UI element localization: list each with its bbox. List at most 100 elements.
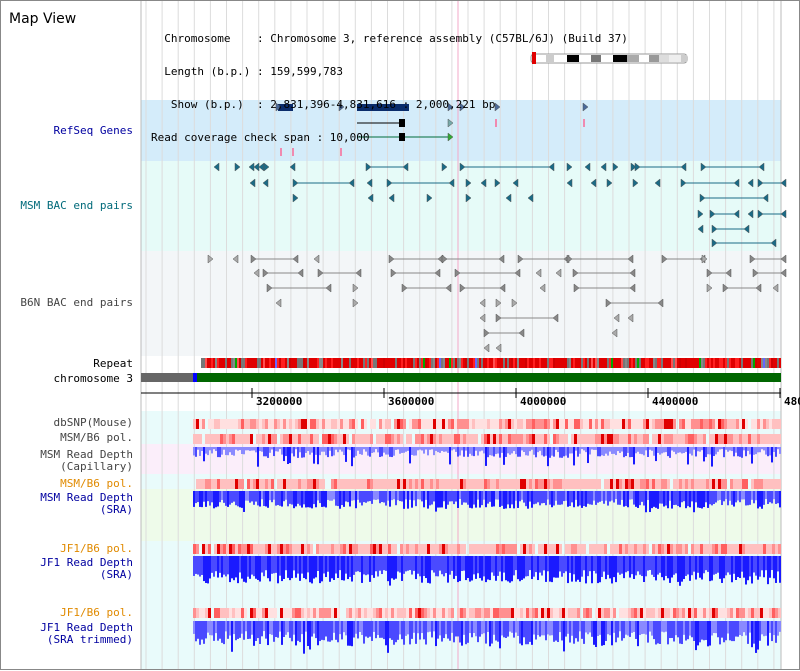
jf1-sra-depth-bar <box>217 556 219 578</box>
dbsnp-strip <box>652 419 655 429</box>
msm-b6-pol-2-strip <box>202 479 205 489</box>
msm-sra-depth-bar <box>431 491 433 505</box>
msm-sra-depth-bar <box>343 491 345 507</box>
msm-sra-depth-bar <box>669 491 671 501</box>
msm-b6-pol-2-strip <box>565 479 568 489</box>
jf1-trimmed-depth-bar <box>441 621 443 642</box>
jf1-trimmed-depth-bar <box>643 621 645 634</box>
jf1-trimmed-depth-bar <box>463 621 465 635</box>
jf1-b6-pol-2-strip <box>349 608 352 618</box>
msm-sra-depth-bar <box>535 491 537 504</box>
msm-b6-pol-strip <box>268 434 271 444</box>
msm-b6-pol-2-strip <box>199 479 202 489</box>
msm-sra-depth-bar <box>501 491 503 506</box>
jf1-sra-depth-bar <box>577 556 579 580</box>
msm-sra-depth-bar <box>353 491 355 501</box>
jf1-b6-pol-strip <box>454 544 457 554</box>
jf1-depth-sra-label[interactable]: JF1 Read Depth <box>40 556 133 569</box>
ideogram-band <box>567 55 579 62</box>
repeat-segment <box>525 358 527 368</box>
dbsnp-strip <box>772 419 775 429</box>
jf1-depth-trimmed-label[interactable]: JF1 Read Depth <box>40 621 133 634</box>
dbsnp-strip <box>643 419 646 429</box>
msm-b6-pol-2-strip <box>655 479 658 489</box>
msm-b6-pol-2-label[interactable]: MSM/B6 pol. <box>60 477 133 490</box>
jf1-sra-depth-bar <box>435 556 437 577</box>
jf1-trimmed-depth-bar <box>587 621 589 635</box>
refseq-genes-label[interactable]: RefSeq Genes <box>53 124 133 137</box>
repeat-segment <box>691 358 693 368</box>
axis-tick-label: 3600000 <box>388 395 434 408</box>
msm-b6-pol-label[interactable]: MSM/B6 pol. <box>60 431 133 444</box>
msm-capillary-depth-bar <box>559 447 561 458</box>
repeat-segment <box>635 358 637 368</box>
jf1-sra-depth-bar <box>489 556 491 581</box>
dbsnp-strip <box>559 419 562 429</box>
jf1-sra-depth-bar <box>621 556 623 574</box>
msm-b6-pol-2-strip <box>313 479 316 489</box>
msm-sra-depth-bar <box>333 491 335 500</box>
jf1-sra-depth-bar <box>389 556 391 586</box>
jf1-trimmed-depth-bar <box>659 621 661 644</box>
dbsnp-strip <box>727 419 730 429</box>
jf1-b6-pol-strip <box>658 544 661 554</box>
dbsnp-strip <box>319 419 322 429</box>
msm-b6-pol-2-strip <box>241 479 244 489</box>
msm-sra-depth-bar <box>341 491 343 506</box>
msm-depth-sra-label[interactable]: MSM Read Depth <box>40 491 133 504</box>
msm-b6-pol-strip <box>547 434 550 444</box>
msm-sra-depth-bar <box>757 491 759 509</box>
jf1-trimmed-depth-bar <box>355 621 357 634</box>
msm-depth-capillary-label[interactable]: MSM Read Depth <box>40 448 133 461</box>
jf1-trimmed-depth-bar <box>305 621 307 632</box>
msm-b6-pol-strip <box>238 434 241 444</box>
msm-b6-pol-strip <box>244 434 247 444</box>
msm-sra-depth-bar <box>423 491 425 508</box>
msm-b6-pol-strip <box>517 434 520 444</box>
jf1-b6-pol-label[interactable]: JF1/B6 pol. <box>60 542 133 555</box>
msm-sra-depth-bar <box>733 491 735 507</box>
jf1-sra-depth-bar <box>215 556 217 572</box>
msm-bac-pair-left-end <box>700 162 707 172</box>
dbsnp-strip <box>460 419 463 429</box>
jf1-sra-depth-bar <box>623 556 625 579</box>
jf1-trimmed-depth-bar <box>471 621 473 638</box>
msm-b6-pol-2-strip <box>538 479 541 489</box>
msm-capillary-depth-bar <box>449 447 451 465</box>
repeat-segment <box>239 358 241 368</box>
jf1-sra-depth-bar <box>709 556 711 582</box>
dbsnp-strip <box>466 419 469 429</box>
msm-sra-depth-bar <box>275 491 277 506</box>
jf1-trimmed-depth-bar <box>239 621 241 638</box>
msm-b6-pol-strip <box>598 434 601 444</box>
repeat-segment <box>425 358 427 368</box>
jf1-b6-pol-2-strip <box>511 608 514 618</box>
jf1-b6-pol-2-strip <box>664 608 667 618</box>
msm-bac-label[interactable]: MSM BAC end pairs <box>20 199 133 212</box>
jf1-trimmed-depth-bar <box>343 621 345 633</box>
jf1-b6-pol-2-strip <box>226 608 229 618</box>
repeat-segment <box>769 358 771 368</box>
jf1-sra-depth-bar <box>407 556 409 571</box>
dbsnp-label[interactable]: dbSNP(Mouse) <box>53 416 133 429</box>
repeat-segment <box>481 358 483 368</box>
msm-capillary-depth-bar <box>721 447 723 450</box>
msm-sra-depth-bar <box>741 491 743 500</box>
jf1-b6-pol-2-label[interactable]: JF1/B6 pol. <box>60 606 133 619</box>
gene-exon <box>399 133 405 141</box>
msm-sra-depth-bar <box>715 491 717 503</box>
jf1-b6-pol-strip <box>367 544 370 554</box>
jf1-sra-depth-bar <box>319 556 321 584</box>
repeat-segment <box>359 358 361 368</box>
b6n-bac-label[interactable]: B6N BAC end pairs <box>20 296 133 309</box>
msm-sra-depth-bar <box>287 491 289 507</box>
repeat-segment <box>613 358 615 368</box>
msm-sra-depth-bar <box>449 491 451 502</box>
jf1-sra-depth-bar <box>497 556 499 576</box>
msm-capillary-depth-bar <box>487 447 489 458</box>
jf1-sra-depth-bar <box>609 556 611 579</box>
msm-capillary-depth-bar <box>761 447 763 450</box>
jf1-sra-depth-bar <box>227 556 229 575</box>
jf1-b6-pol-2-strip <box>376 608 379 618</box>
